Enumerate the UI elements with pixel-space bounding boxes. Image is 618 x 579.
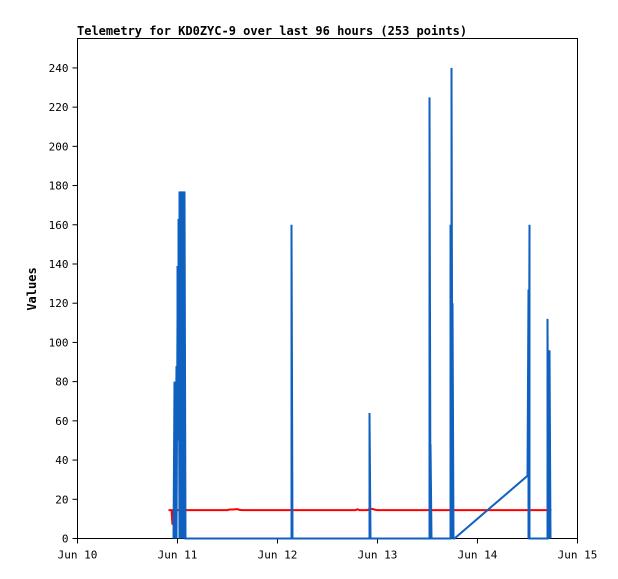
- chart-title: Telemetry for KD0ZYC-9 over last 96 hour…: [77, 24, 467, 38]
- x-tick-label: Jun 10: [58, 549, 98, 562]
- y-axis-label: Values: [25, 267, 39, 310]
- y-tick-label: 240: [49, 62, 69, 75]
- y-tick-label: 200: [49, 140, 69, 153]
- plot-area: [77, 38, 578, 539]
- y-tick-label: 40: [55, 454, 68, 467]
- x-tick-label: Jun 12: [258, 549, 298, 562]
- x-tick-label: Jun 13: [358, 549, 398, 562]
- x-tick-label: Jun 14: [458, 549, 498, 562]
- y-tick-label: 80: [55, 376, 68, 389]
- y-axis-ticks: 0 20 40 60 80 100 120 140 160 180 200 220 240: [49, 62, 78, 546]
- y-tick-label: 220: [49, 101, 69, 114]
- series-line-2: [172, 67, 552, 540]
- y-tick-label: 160: [49, 219, 69, 232]
- y-tick-label: 180: [49, 180, 69, 193]
- y-tick-label: 60: [55, 415, 68, 428]
- y-tick-label: 140: [49, 258, 69, 271]
- series-line-1: [168, 507, 552, 525]
- y-tick-label: 100: [49, 336, 69, 349]
- x-tick-label: Jun 11: [158, 549, 198, 562]
- y-tick-label: 0: [62, 533, 69, 546]
- y-tick-label: 20: [55, 493, 68, 506]
- x-axis-ticks: Jun 10 Jun 11 Jun 12 Jun 13 Jun 14 Jun 15: [58, 538, 598, 562]
- x-tick-label: Jun 15: [558, 549, 598, 562]
- y-tick-label: 120: [49, 297, 69, 310]
- series-layer: [168, 67, 552, 540]
